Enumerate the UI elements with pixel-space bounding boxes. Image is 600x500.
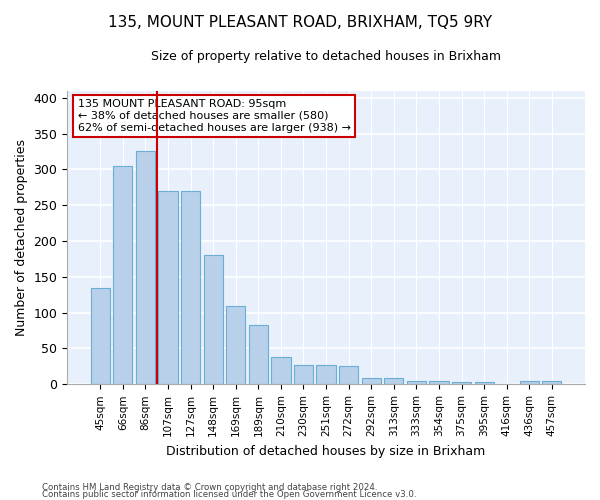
Bar: [339, 366, 358, 384]
Bar: [158, 191, 178, 384]
Bar: [384, 378, 403, 384]
X-axis label: Distribution of detached houses by size in Brixham: Distribution of detached houses by size …: [166, 444, 486, 458]
Bar: [294, 365, 313, 384]
Bar: [362, 378, 381, 384]
Bar: [542, 380, 562, 384]
Bar: [181, 191, 200, 384]
Text: 135 MOUNT PLEASANT ROAD: 95sqm
← 38% of detached houses are smaller (580)
62% of: 135 MOUNT PLEASANT ROAD: 95sqm ← 38% of …: [77, 100, 350, 132]
Text: Contains public sector information licensed under the Open Government Licence v3: Contains public sector information licen…: [42, 490, 416, 499]
Bar: [203, 256, 223, 384]
Bar: [407, 380, 426, 384]
Y-axis label: Number of detached properties: Number of detached properties: [15, 139, 28, 336]
Bar: [249, 325, 268, 384]
Bar: [452, 382, 471, 384]
Bar: [226, 306, 245, 384]
Text: 135, MOUNT PLEASANT ROAD, BRIXHAM, TQ5 9RY: 135, MOUNT PLEASANT ROAD, BRIXHAM, TQ5 9…: [108, 15, 492, 30]
Bar: [430, 380, 449, 384]
Bar: [136, 152, 155, 384]
Bar: [316, 365, 335, 384]
Bar: [520, 382, 539, 384]
Bar: [271, 357, 290, 384]
Bar: [91, 288, 110, 384]
Bar: [475, 382, 494, 384]
Title: Size of property relative to detached houses in Brixham: Size of property relative to detached ho…: [151, 50, 501, 63]
Bar: [113, 166, 133, 384]
Text: Contains HM Land Registry data © Crown copyright and database right 2024.: Contains HM Land Registry data © Crown c…: [42, 484, 377, 492]
